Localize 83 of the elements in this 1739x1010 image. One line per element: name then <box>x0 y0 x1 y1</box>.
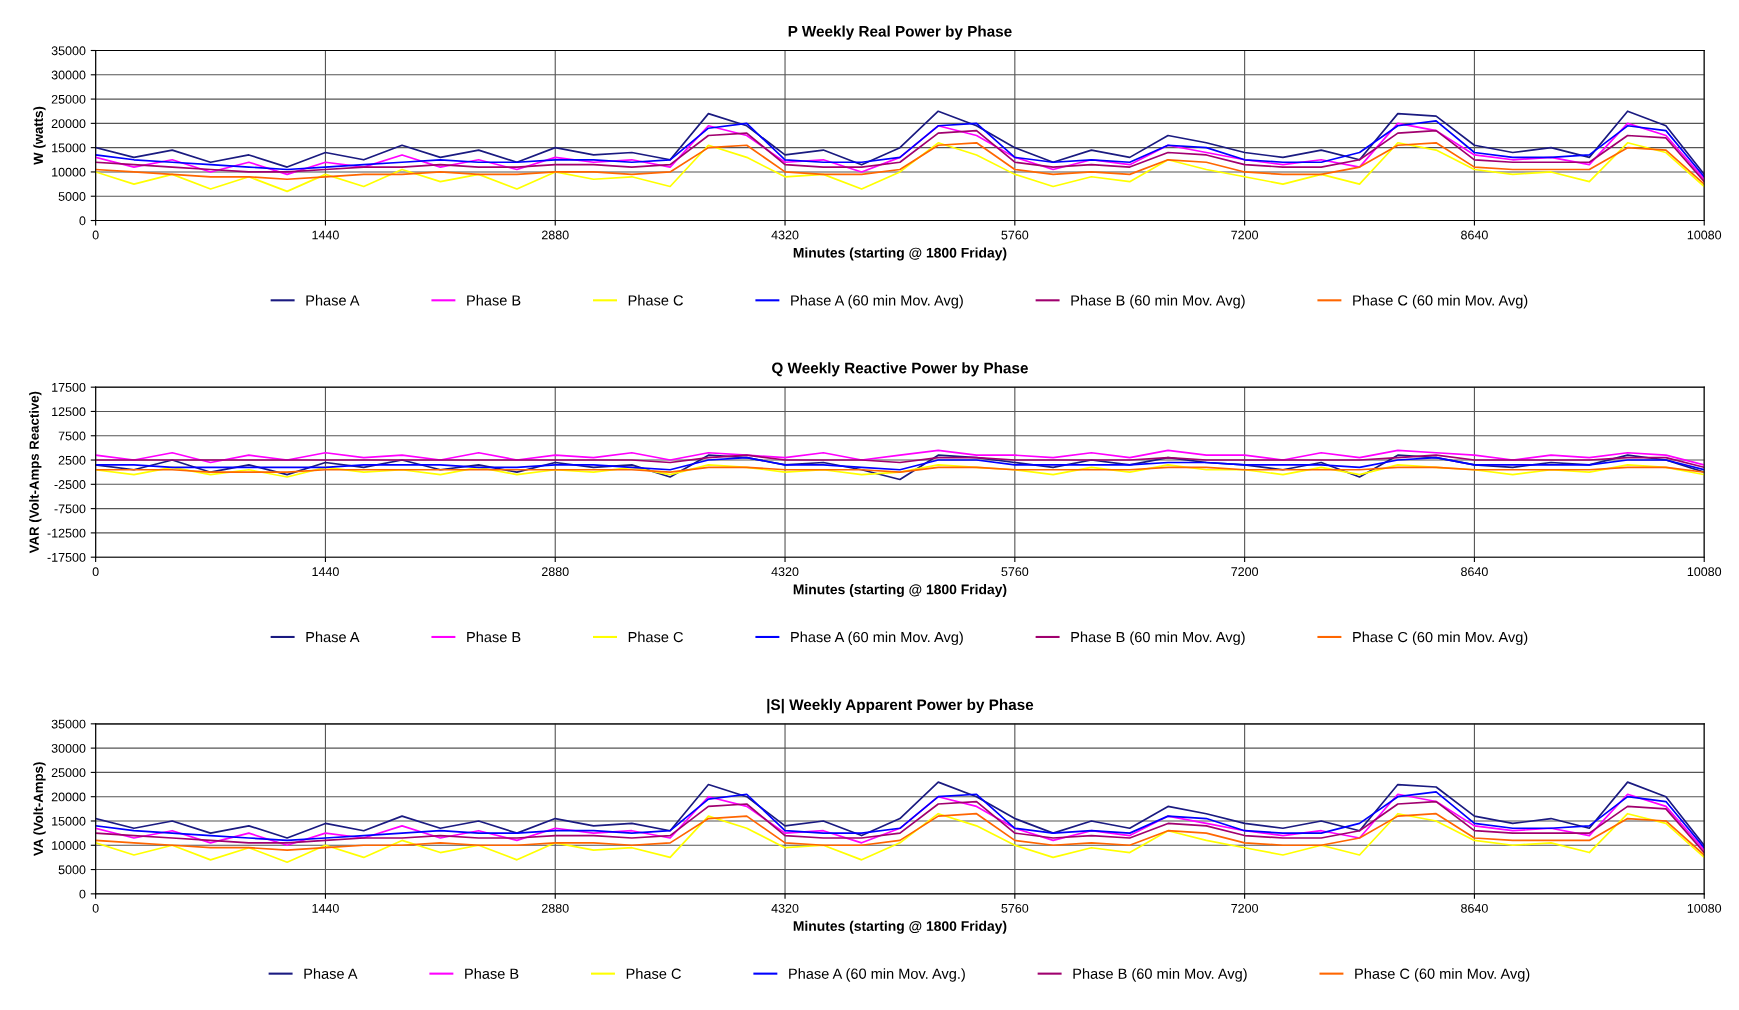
x-tick-label: 10080 <box>1687 903 1722 913</box>
x-tick-label: 0 <box>92 230 99 240</box>
x-tick-label: 7200 <box>1231 903 1259 913</box>
y-tick-label: 5000 <box>58 865 86 875</box>
x-tick-label: 5760 <box>1001 903 1029 913</box>
x-tick-label: 7200 <box>1231 567 1259 577</box>
y-tick-label: 30000 <box>51 70 86 80</box>
legend-label: Phase C (60 min Mov. Avg) <box>1353 631 1528 646</box>
line-series <box>95 781 1705 847</box>
legend-label: Phase C (60 min Mov. Avg) <box>1353 294 1528 309</box>
x-tick-label: 1440 <box>312 567 339 577</box>
x-axis-title: Minutes (starting @ 1800 Friday) <box>793 584 1007 598</box>
y-tick-label: 0 <box>79 216 86 226</box>
y-tick-label: 10000 <box>52 841 86 850</box>
x-tick-label: 0 <box>92 903 99 913</box>
y-tick-label: 12500 <box>52 407 86 417</box>
y-tick-label: 15000 <box>52 816 86 826</box>
legend-label: Phase A <box>306 631 360 643</box>
legend-label: Phase B <box>467 631 521 643</box>
y-tick-label: 25000 <box>51 768 86 778</box>
x-axis-title: Minutes (starting @ 1800 Friday) <box>793 247 1007 261</box>
y-tick-label: 17500 <box>52 382 86 392</box>
chart-title: |S| Weekly Apparent Power by Phase <box>767 698 1034 714</box>
line-series <box>95 141 1705 193</box>
line-series <box>95 449 1705 466</box>
x-tick-label: 5760 <box>1001 230 1029 240</box>
x-tick-label: 10080 <box>1687 230 1722 240</box>
x-tick-label: 8640 <box>1461 567 1488 577</box>
x-tick-label: 4320 <box>771 567 799 577</box>
line-series <box>95 141 1705 185</box>
legend-label: Phase B (60 min Mov. Avg) <box>1073 968 1247 982</box>
chart-title: Q Weekly Reactive Power by Phase <box>772 362 1028 377</box>
x-tick-label: 8640 <box>1461 903 1488 913</box>
line-series <box>95 812 1705 864</box>
y-tick-label: 15000 <box>52 143 86 153</box>
y-tick-label: 20000 <box>51 119 86 129</box>
y-tick-label: 7500 <box>58 431 86 441</box>
legend-label: Phase A (60 min Mov. Avg) <box>791 631 963 646</box>
y-tick-label: 10000 <box>52 167 86 177</box>
chart-title: P Weekly Real Power by Phase <box>788 25 1012 40</box>
legend-label: Phase B (60 min Mov. Avg) <box>1071 631 1245 646</box>
y-tick-label: 35000 <box>51 719 86 729</box>
y-tick-label: 5000 <box>58 192 86 201</box>
legend-label: Phase A <box>306 294 360 306</box>
y-tick-label: -7500 <box>54 504 86 514</box>
y-tick-label: 2500 <box>58 455 86 465</box>
y-tick-label: -12500 <box>47 528 86 538</box>
x-tick-label: 2880 <box>541 903 569 913</box>
x-tick-label: 0 <box>92 567 99 577</box>
x-tick-label: 2880 <box>541 567 569 577</box>
y-tick-label: 30000 <box>51 743 86 753</box>
x-tick-label: 10080 <box>1687 567 1722 577</box>
y-tick-label: 25000 <box>51 94 86 104</box>
legend-label: Phase B <box>465 968 519 979</box>
y-tick-label: 0 <box>79 889 86 899</box>
y-axis-title: W (watts) <box>33 106 46 165</box>
legend-label: Phase C (60 min Mov. Avg) <box>1355 968 1530 982</box>
legend-label: Phase C <box>628 294 683 306</box>
line-series <box>95 110 1705 176</box>
y-tick-label: 20000 <box>51 792 86 802</box>
x-tick-label: 8640 <box>1461 230 1488 240</box>
y-tick-label: -2500 <box>54 480 86 489</box>
legend-label: Phase B <box>467 294 521 306</box>
x-tick-label: 1440 <box>312 903 339 913</box>
x-tick-label: 4320 <box>771 903 799 913</box>
x-tick-label: 5760 <box>1001 567 1029 577</box>
x-tick-label: 4320 <box>771 230 799 240</box>
x-tick-label: 1440 <box>312 230 339 240</box>
y-axis-title: VA (Volt-Amps) <box>33 762 46 856</box>
legend-label: Phase A (60 min Mov. Avg) <box>791 294 963 309</box>
legend-label: Phase C <box>628 631 683 643</box>
y-axis-title: VAR (Volt-Amps Reactive) <box>29 391 42 554</box>
line-series <box>95 800 1705 854</box>
x-tick-label: 7200 <box>1231 230 1259 240</box>
legend-label: Phase A (60 min Mov. Avg.) <box>789 968 965 982</box>
legend-label: Phase A <box>304 968 358 979</box>
y-tick-label: 35000 <box>51 46 86 56</box>
legend-label: Phase C <box>626 968 681 979</box>
legend-label: Phase B (60 min Mov. Avg) <box>1071 294 1245 309</box>
x-axis-title: Minutes (starting @ 1800 Friday) <box>793 920 1007 934</box>
x-tick-label: 2880 <box>541 230 569 240</box>
y-tick-label: -17500 <box>47 552 86 562</box>
line-series <box>95 812 1705 856</box>
